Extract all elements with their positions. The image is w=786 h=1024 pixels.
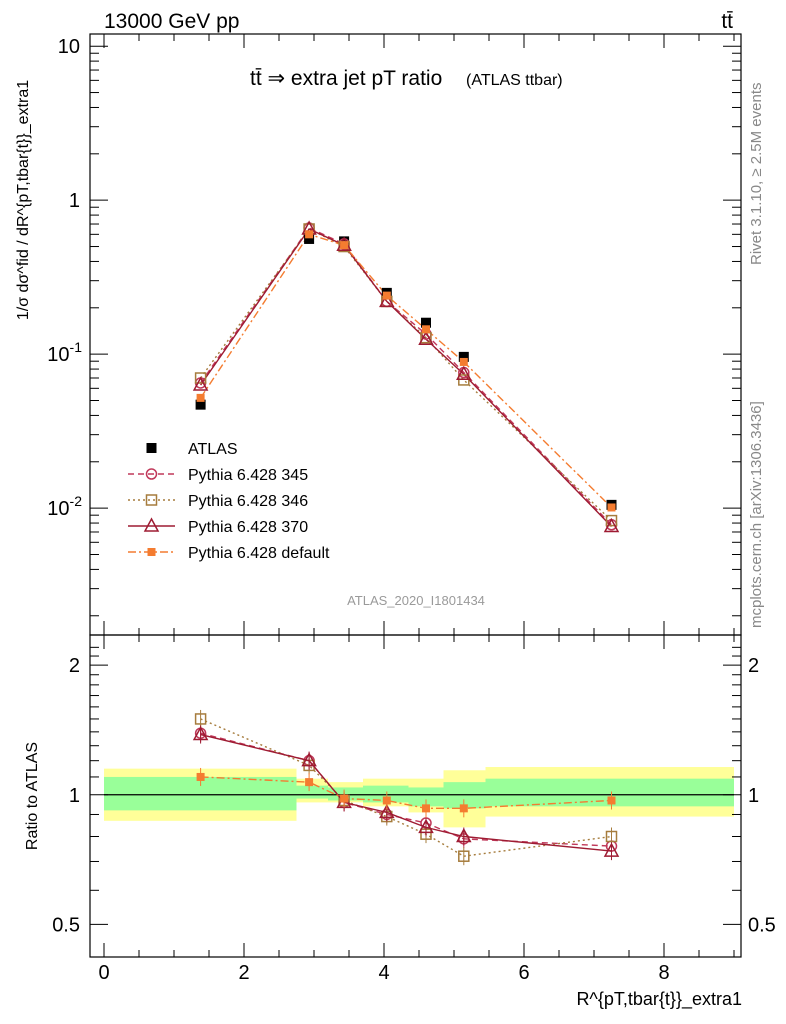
legend-label-4: Pythia 6.428 default <box>188 545 330 562</box>
ratio-inner-band-2 <box>328 787 363 801</box>
ratio-point-3-0 <box>196 772 205 781</box>
legend-label-1: Pythia 6.428 345 <box>188 467 308 484</box>
ratio-point-2-0 <box>192 725 209 741</box>
legend-marker-1 <box>145 468 158 480</box>
main-point-4-1 <box>305 230 314 239</box>
main-point-4-0 <box>196 393 205 402</box>
ratio-point-1-6 <box>605 830 618 843</box>
main-point-4-2 <box>340 241 349 250</box>
main-point-2-0 <box>194 372 207 384</box>
main-point-0-1 <box>304 233 315 244</box>
main-point-4-4 <box>422 325 430 334</box>
ratio-point-3-6 <box>607 796 616 805</box>
x-tick-label-6: 6 <box>518 962 529 984</box>
analysis-watermark: ATLAS_2020_I1801434 <box>347 593 485 608</box>
legend-marker-3 <box>143 517 160 532</box>
legend-marker-0 <box>146 443 157 453</box>
main-point-3-6 <box>603 517 620 533</box>
ratio-point-3-2 <box>340 794 349 803</box>
x-tick-label-8: 8 <box>658 962 669 984</box>
main-series-lines <box>192 220 620 533</box>
ratio-point-3-1 <box>305 778 314 787</box>
ratio-point-2-3 <box>379 803 395 819</box>
ratio-ytick-label-right-1: 1 <box>748 785 759 807</box>
ratio-point-3-5 <box>459 804 468 813</box>
ratio-ytick-label-left-2: 2 <box>69 655 80 677</box>
ratio-ytick-label-right-0: 0.5 <box>748 914 776 936</box>
mcplots-label: mcplots.cern.ch [arXiv:1306.3436] <box>748 401 765 628</box>
main-point-2-6 <box>605 514 618 527</box>
ratio-ytick-label-right-2: 2 <box>748 655 759 677</box>
ratio-inner-band-4 <box>408 787 444 807</box>
main-ytick-label-1: 1 <box>69 190 80 212</box>
main-point-4-5 <box>459 357 468 366</box>
main-ytick-label-2: 10-1 <box>47 339 82 366</box>
ratio-ylabel: Ratio to ATLAS <box>24 742 41 850</box>
plot-title-suffix: (ATLAS ttbar) <box>466 72 563 89</box>
x-tick-label-0: 0 <box>98 962 109 984</box>
plot-frames <box>89 33 742 958</box>
ratio-point-2-1 <box>301 752 317 767</box>
main-point-0-4 <box>421 317 431 328</box>
legend-label-0: ATLAS <box>188 441 238 458</box>
ratio-point-2-4 <box>418 818 434 834</box>
ratio-point-2-6 <box>603 842 620 857</box>
legend-marker-2 <box>145 494 158 506</box>
main-ytick-label-3: 10-2 <box>47 493 82 520</box>
ratio-point-1-5 <box>458 850 470 862</box>
legend-marker-4 <box>147 548 156 556</box>
main-point-4-3 <box>382 291 391 300</box>
main-ylabel: 1/σ dσ^fid / dR^{pT,tbar{t}}_extra1 <box>15 80 32 320</box>
main-point-4-6 <box>607 503 616 512</box>
plot-title: tt̄ ⇒ extra jet pT ratio <box>250 67 442 90</box>
axis-ticks: 0 2 4 6 8 10 1 10-1 10-2 0.5 0.5 1 1 2 2 <box>47 34 776 984</box>
rivet-label: Rivet 3.1.10, ≥ 2.5M events <box>748 83 765 266</box>
ratio-plot-frame <box>89 634 742 958</box>
x-tick-label-4: 4 <box>378 962 389 984</box>
ratio-inner-band-1 <box>296 785 328 799</box>
ratio-point-1-0 <box>194 713 207 725</box>
main-point-3-3 <box>379 292 395 308</box>
main-point-3-4 <box>418 330 434 345</box>
ratio-ytick-label-left-1: 1 <box>69 785 80 807</box>
ratio-ytick-label-left-0: 0.5 <box>52 914 80 936</box>
process-label: tt̄ <box>721 10 733 33</box>
main-ytick-label-0: 10 <box>58 36 80 58</box>
legend: ATLAS Pythia 6.428 345 Pythia 6.428 346 Pyt… <box>128 441 330 562</box>
main-point-3-5 <box>456 365 472 381</box>
energy-label: 13000 GeV pp <box>104 10 239 33</box>
ratio-point-2-5 <box>456 827 472 843</box>
ratio-point-3-3 <box>382 796 391 805</box>
x-axis-label: R^{pT,tbar{t}}_extra1 <box>576 989 742 1010</box>
main-series-line-1 <box>200 227 613 526</box>
x-tick-label-2: 2 <box>238 962 249 984</box>
legend-label-2: Pythia 6.428 346 <box>188 493 308 510</box>
ratio-series-lines <box>192 709 620 866</box>
ratio-inner-band-3 <box>363 785 409 803</box>
legend-label-3: Pythia 6.428 370 <box>188 519 308 536</box>
main-point-0-0 <box>195 399 206 410</box>
main-point-0-5 <box>458 351 469 362</box>
ratio-point-3-4 <box>422 804 430 813</box>
main-point-3-0 <box>192 376 209 391</box>
